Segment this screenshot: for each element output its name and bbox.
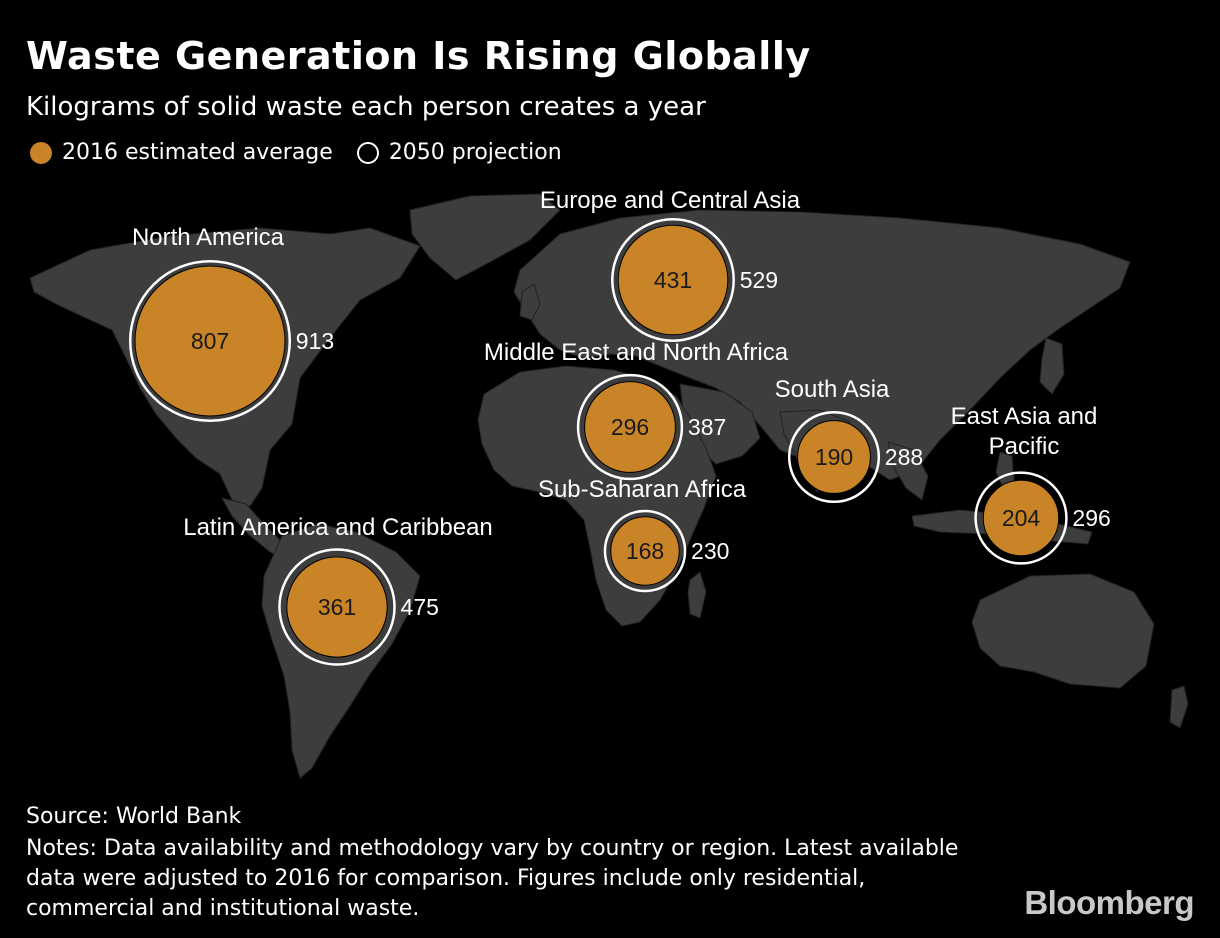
- region-bubble-europe-and-central-asia: 431 529 Europe and Central Asia: [540, 188, 801, 342]
- region-bubble-north-america: 807 913 North America: [128, 224, 334, 423]
- land-madagascar: [687, 571, 707, 619]
- value-2050-north-america: 913: [296, 328, 334, 354]
- land-southeast-asia: [887, 441, 929, 501]
- legend-filled-circle-icon: [30, 141, 52, 164]
- value-2050-latin-america-and-caribbean: 475: [401, 594, 439, 620]
- region-label-east-asia-and-pacific: East Asia and Pacific: [951, 403, 1098, 460]
- ring-2050-europe-and-central-asia: [611, 218, 735, 342]
- region-label-latin-america-and-caribbean: Latin America and Caribbean: [183, 514, 493, 541]
- bubble-2016-europe-and-central-asia: [617, 224, 729, 336]
- region-bubble-east-asia-and-pacific: 204 296 East Asia and Pacific: [951, 403, 1111, 565]
- ring-2050-east-asia-and-pacific: [974, 471, 1068, 565]
- legend-hollow-circle-icon: [356, 141, 379, 164]
- region-label-middle-east-and-north-africa: Middle East and North Africa: [484, 339, 789, 366]
- ring-2050-middle-east-and-north-africa: [576, 373, 684, 481]
- land-greenland: [409, 193, 561, 281]
- legend: 2016 estimated average 2050 projection: [30, 140, 562, 165]
- land-uk: [519, 283, 541, 321]
- chart-title: Waste Generation Is Rising Globally: [26, 34, 811, 78]
- bubble-2016-sub-saharan-africa: [610, 516, 680, 586]
- ring-2050-north-america: [128, 259, 292, 423]
- world-map: 807 913 North America 431 529 Europe and Cent…: [29, 188, 1189, 779]
- land-australia: [971, 573, 1155, 689]
- value-2016-sub-saharan-africa: 168: [626, 538, 664, 564]
- bubble-2016-latin-america-and-caribbean: [286, 556, 388, 658]
- bubble-2016-south-asia: [797, 420, 871, 494]
- legend-2050-label: 2050 projection: [388, 140, 562, 165]
- bubble-layer: 807 913 North America 431 529 Europe and Cent…: [128, 188, 1111, 666]
- region-bubble-middle-east-and-north-africa: 296 387 Middle East and North Africa: [484, 339, 789, 481]
- value-2050-middle-east-and-north-africa: 387: [688, 414, 726, 440]
- value-2016-europe-and-central-asia: 431: [654, 267, 692, 293]
- value-2050-south-asia: 288: [885, 444, 923, 470]
- ring-2050-latin-america-and-caribbean: [278, 548, 396, 666]
- legend-2016-label: 2016 estimated average: [62, 140, 333, 165]
- region-label-north-america: North America: [132, 224, 285, 251]
- value-2050-europe-and-central-asia: 529: [740, 267, 778, 293]
- bloomberg-logo: Bloomberg: [1024, 884, 1194, 921]
- value-2016-south-asia: 190: [815, 444, 853, 470]
- value-2050-east-asia-and-pacific: 296: [1072, 505, 1110, 531]
- region-label-sub-saharan-africa: Sub-Saharan Africa: [538, 476, 747, 503]
- bubble-2016-north-america: [134, 265, 286, 417]
- ring-2050-sub-saharan-africa: [603, 509, 687, 593]
- land-japan: [1039, 337, 1065, 395]
- value-2050-sub-saharan-africa: 230: [691, 538, 729, 564]
- source-note: Source: World Bank: [26, 804, 242, 829]
- chart-subtitle: Kilograms of solid waste each person cre…: [26, 92, 706, 122]
- bubble-2016-east-asia-and-pacific: [982, 479, 1060, 557]
- bubble-2016-middle-east-and-north-africa: [584, 381, 676, 473]
- value-2016-east-asia-and-pacific: 204: [1002, 505, 1041, 531]
- region-bubble-sub-saharan-africa: 168 230 Sub-Saharan Africa: [538, 476, 747, 593]
- ring-2050-south-asia: [787, 410, 881, 504]
- region-label-south-asia: South Asia: [775, 376, 890, 403]
- region-bubble-south-asia: 190 288 South Asia: [775, 376, 923, 504]
- land-new-zealand: [1169, 685, 1189, 729]
- region-label-europe-and-central-asia: Europe and Central Asia: [540, 188, 801, 214]
- value-2016-middle-east-and-north-africa: 296: [611, 414, 649, 440]
- methodology-notes: Notes: Data availability and methodology…: [26, 836, 959, 921]
- region-bubble-latin-america-and-caribbean: 361 475 Latin America and Caribbean: [183, 514, 493, 666]
- value-2016-north-america: 807: [191, 328, 229, 354]
- value-2016-latin-america-and-caribbean: 361: [318, 594, 356, 620]
